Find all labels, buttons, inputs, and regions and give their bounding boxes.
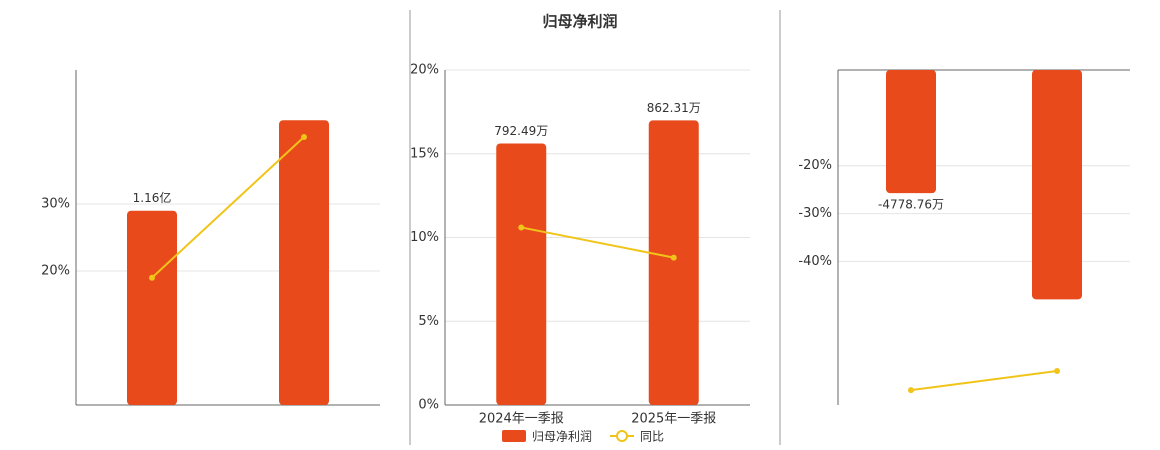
legend-marker [616,430,628,442]
line [521,226,674,259]
y-tick-label: -30% [798,206,832,221]
y-tick-label: -40% [798,254,832,269]
y-tick-label: 5% [418,314,439,329]
line-point [301,134,307,140]
value-label: -4778.76万 [878,198,944,212]
y-tick-label: 20% [41,264,70,279]
legend-swatch [502,430,526,442]
bar [279,120,329,405]
line-point [908,387,914,394]
legend-label: 同比 [640,430,664,444]
value-label: 862.31万 [647,101,701,115]
line-point [518,224,525,231]
legend-label: 归母净利润 [532,430,592,444]
bar [886,70,936,194]
x-tick-label: 2024年一季报 [479,412,564,427]
y-tick-label: 15% [410,146,439,161]
chart-title: 归母净利润 [542,13,617,31]
y-tick-label: 0% [418,398,439,413]
line-point [1054,368,1060,375]
y-tick-label: 10% [410,230,439,245]
value-label: 1.16亿 [133,190,172,205]
line-point [149,274,155,281]
bar [1032,70,1082,300]
y-tick-label: -20% [798,158,832,173]
line [151,136,305,279]
bar [127,210,177,405]
value-label: 792.49万 [494,124,548,138]
line-point [670,254,677,261]
line [910,370,1058,392]
y-tick-label: 30% [41,197,70,212]
x-tick-label: 2025年一季报 [631,412,716,427]
bar [648,120,699,406]
y-tick-label: 20% [410,63,439,78]
bar [496,143,547,405]
